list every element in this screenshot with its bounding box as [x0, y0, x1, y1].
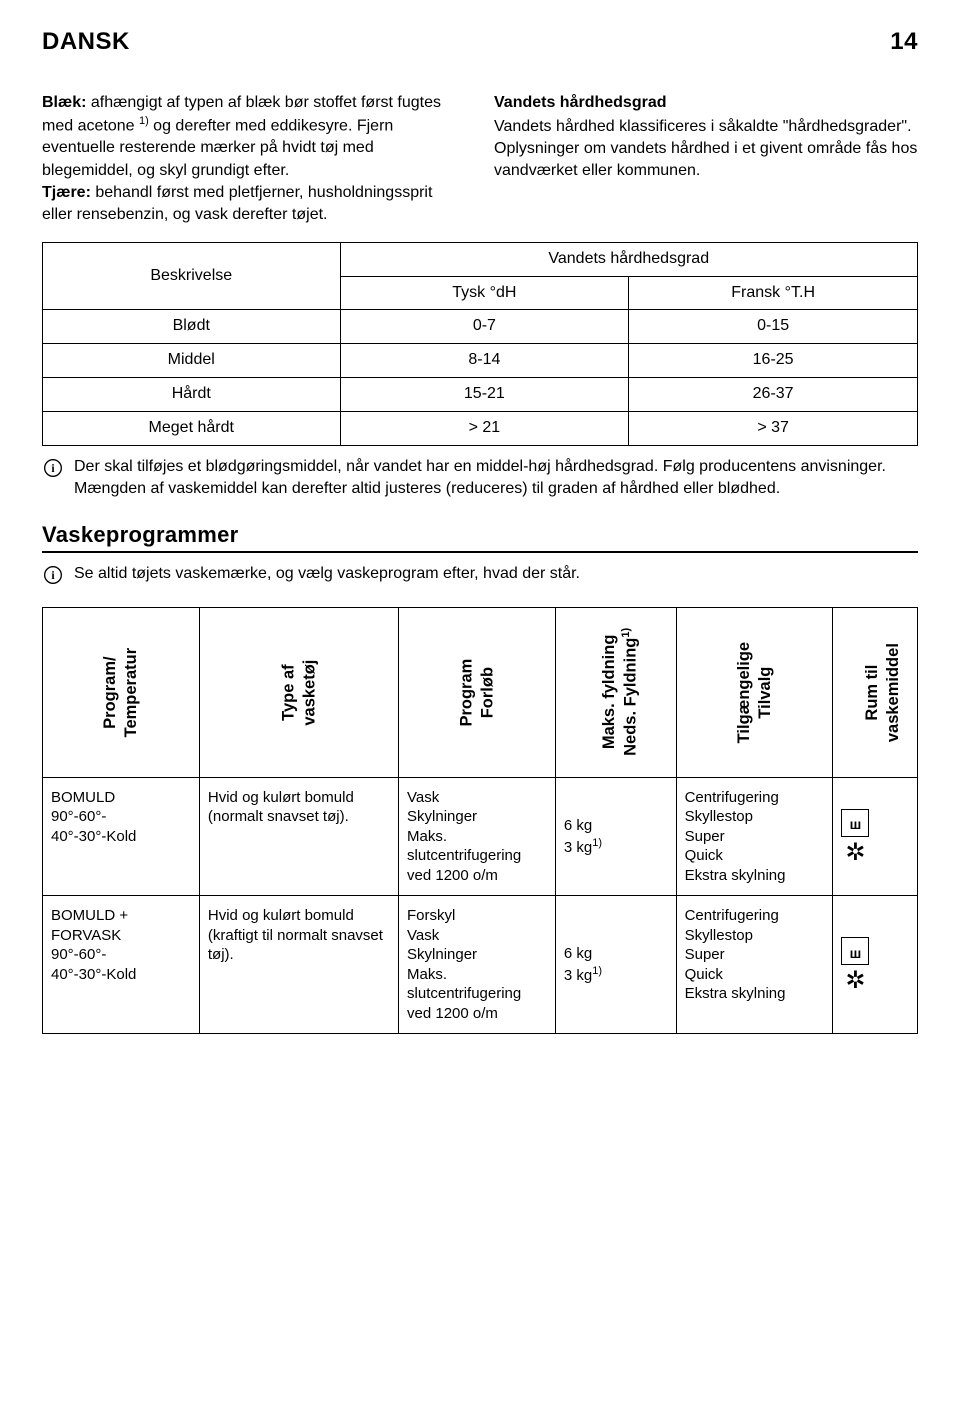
intro-right: Vandets hårdhedsgrad Vandets hårdhed kla… [494, 92, 918, 226]
col-header-program-text: Program/Temperatur [100, 648, 141, 738]
program-compartment: ш ✲ [833, 896, 918, 1034]
programs-table: Program/Temperatur Type afvasketøj Progr… [42, 607, 918, 1035]
program-row: BOMULD90°-60°-40°-30°-Kold Hvid og kulør… [43, 777, 918, 896]
hardness-th: 26-37 [629, 377, 918, 411]
hardness-dh: 8-14 [340, 344, 629, 378]
table-row: Hårdt 15-21 26-37 [43, 377, 918, 411]
detergent-box-icon: ш [841, 937, 869, 965]
ink-paragraph: Blæk: afhængigt af typen af blæk bør sto… [42, 92, 466, 182]
hardness-span-header: Vandets hårdhedsgrad [340, 242, 918, 276]
page-header: DANSK 14 [42, 28, 918, 56]
program-name: BOMULD + FORVASK90°-60°-40°-30°-Kold [43, 896, 200, 1034]
hardness-col1-header: Beskrivelse [43, 242, 341, 310]
program-flow: ForskylVaskSkylningerMaks. slutcentrifug… [399, 896, 556, 1034]
hardness-th: 0-15 [629, 310, 918, 344]
col-header-compartment-text: Rum tilvaskemiddel [862, 643, 903, 742]
hardness-label: Middel [43, 344, 341, 378]
hardness-heading: Vandets hårdhedsgrad [494, 92, 918, 114]
program-note-text: Se altid tøjets vaskemærke, og vælg vask… [74, 563, 580, 585]
col-header-load-sup: 1) [620, 628, 632, 638]
ink-ref: 1) [139, 115, 149, 127]
hardness-dh: > 21 [340, 411, 629, 445]
table-row: Middel 8-14 16-25 [43, 344, 918, 378]
hardness-header-row-1: Beskrivelse Vandets hårdhedsgrad [43, 242, 918, 276]
table-row: Meget hårdt > 21 > 37 [43, 411, 918, 445]
program-compartment: ш ✲ [833, 777, 918, 896]
program-load-reduced: 3 kg1) [564, 836, 668, 858]
program-type: Hvid og kulørt bomuld (kraftigt til norm… [199, 896, 398, 1034]
col-header-program: Program/Temperatur [43, 607, 200, 777]
program-name: BOMULD90°-60°-40°-30°-Kold [43, 777, 200, 896]
softener-flower-icon: ✲ [845, 841, 865, 865]
tar-paragraph: Tjære: behandl først med pletfjerner, hu… [42, 182, 466, 226]
intro-columns: Blæk: afhængigt af typen af blæk bør sto… [42, 92, 918, 226]
col-header-load-text: Maks. fyldningNeds. Fyldning [600, 635, 639, 756]
hardness-label: Hårdt [43, 377, 341, 411]
intro-left: Blæk: afhængigt af typen af blæk bør sto… [42, 92, 466, 226]
hardness-dh: 15-21 [340, 377, 629, 411]
hardness-label: Blødt [43, 310, 341, 344]
program-options: CentrifugeringSkyllestopSuperQuickEkstra… [676, 777, 833, 896]
hardness-th: > 37 [629, 411, 918, 445]
program-load-max: 6 kg [564, 944, 668, 964]
program-type: Hvid og kulørt bomuld (normalt snavset t… [199, 777, 398, 896]
detergent-box-icon: ш [841, 809, 869, 837]
col-header-compartment: Rum tilvaskemiddel [833, 607, 918, 777]
info-icon: i [42, 456, 64, 500]
table-row: Blødt 0-7 0-15 [43, 310, 918, 344]
tar-text: behandl først med pletfjerner, husholdni… [42, 184, 432, 223]
hardness-sub1: Tysk °dH [340, 276, 629, 310]
col-header-flow: ProgramForløb [399, 607, 556, 777]
col-header-load: Maks. fyldningNeds. Fyldning1) [555, 607, 676, 777]
col-header-type: Type afvasketøj [199, 607, 398, 777]
program-load: 6 kg 3 kg1) [555, 777, 676, 896]
hardness-note: i Der skal tilføjes et blødgøringsmiddel… [42, 456, 918, 500]
program-options: CentrifugeringSkyllestopSuperQuickEkstra… [676, 896, 833, 1034]
col-header-type-text: Type afvasketøj [278, 659, 319, 725]
hardness-dh: 0-7 [340, 310, 629, 344]
hardness-label: Meget hårdt [43, 411, 341, 445]
ink-label: Blæk: [42, 94, 86, 111]
program-note: i Se altid tøjets vaskemærke, og vælg va… [42, 563, 918, 585]
info-icon: i [42, 563, 64, 585]
col-header-options: TilgængeligeTilvalg [676, 607, 833, 777]
header-right: 14 [890, 28, 918, 56]
hardness-th: 16-25 [629, 344, 918, 378]
svg-text:i: i [51, 569, 55, 582]
col-header-options-text: TilgængeligeTilvalg [734, 642, 775, 743]
program-load-reduced: 3 kg1) [564, 964, 668, 986]
programs-header-row: Program/Temperatur Type afvasketøj Progr… [43, 607, 918, 777]
svg-text:i: i [51, 462, 55, 475]
program-flow: VaskSkylningerMaks. slutcentrifugering v… [399, 777, 556, 896]
softener-flower-icon: ✲ [845, 969, 865, 993]
program-load-max: 6 kg [564, 816, 668, 836]
section-heading: Vaskeprogrammer [42, 522, 918, 553]
program-load: 6 kg 3 kg1) [555, 896, 676, 1034]
header-left: DANSK [42, 28, 130, 56]
program-row: BOMULD + FORVASK90°-60°-40°-30°-Kold Hvi… [43, 896, 918, 1034]
hardness-text: Vandets hårdhed klassificeres i såkaldte… [494, 116, 918, 182]
hardness-note-text: Der skal tilføjes et blødgøringsmiddel, … [74, 456, 918, 500]
tar-label: Tjære: [42, 184, 91, 201]
col-header-flow-text: ProgramForløb [456, 658, 497, 726]
hardness-sub2: Fransk °T.H [629, 276, 918, 310]
hardness-table: Beskrivelse Vandets hårdhedsgrad Tysk °d… [42, 242, 918, 446]
